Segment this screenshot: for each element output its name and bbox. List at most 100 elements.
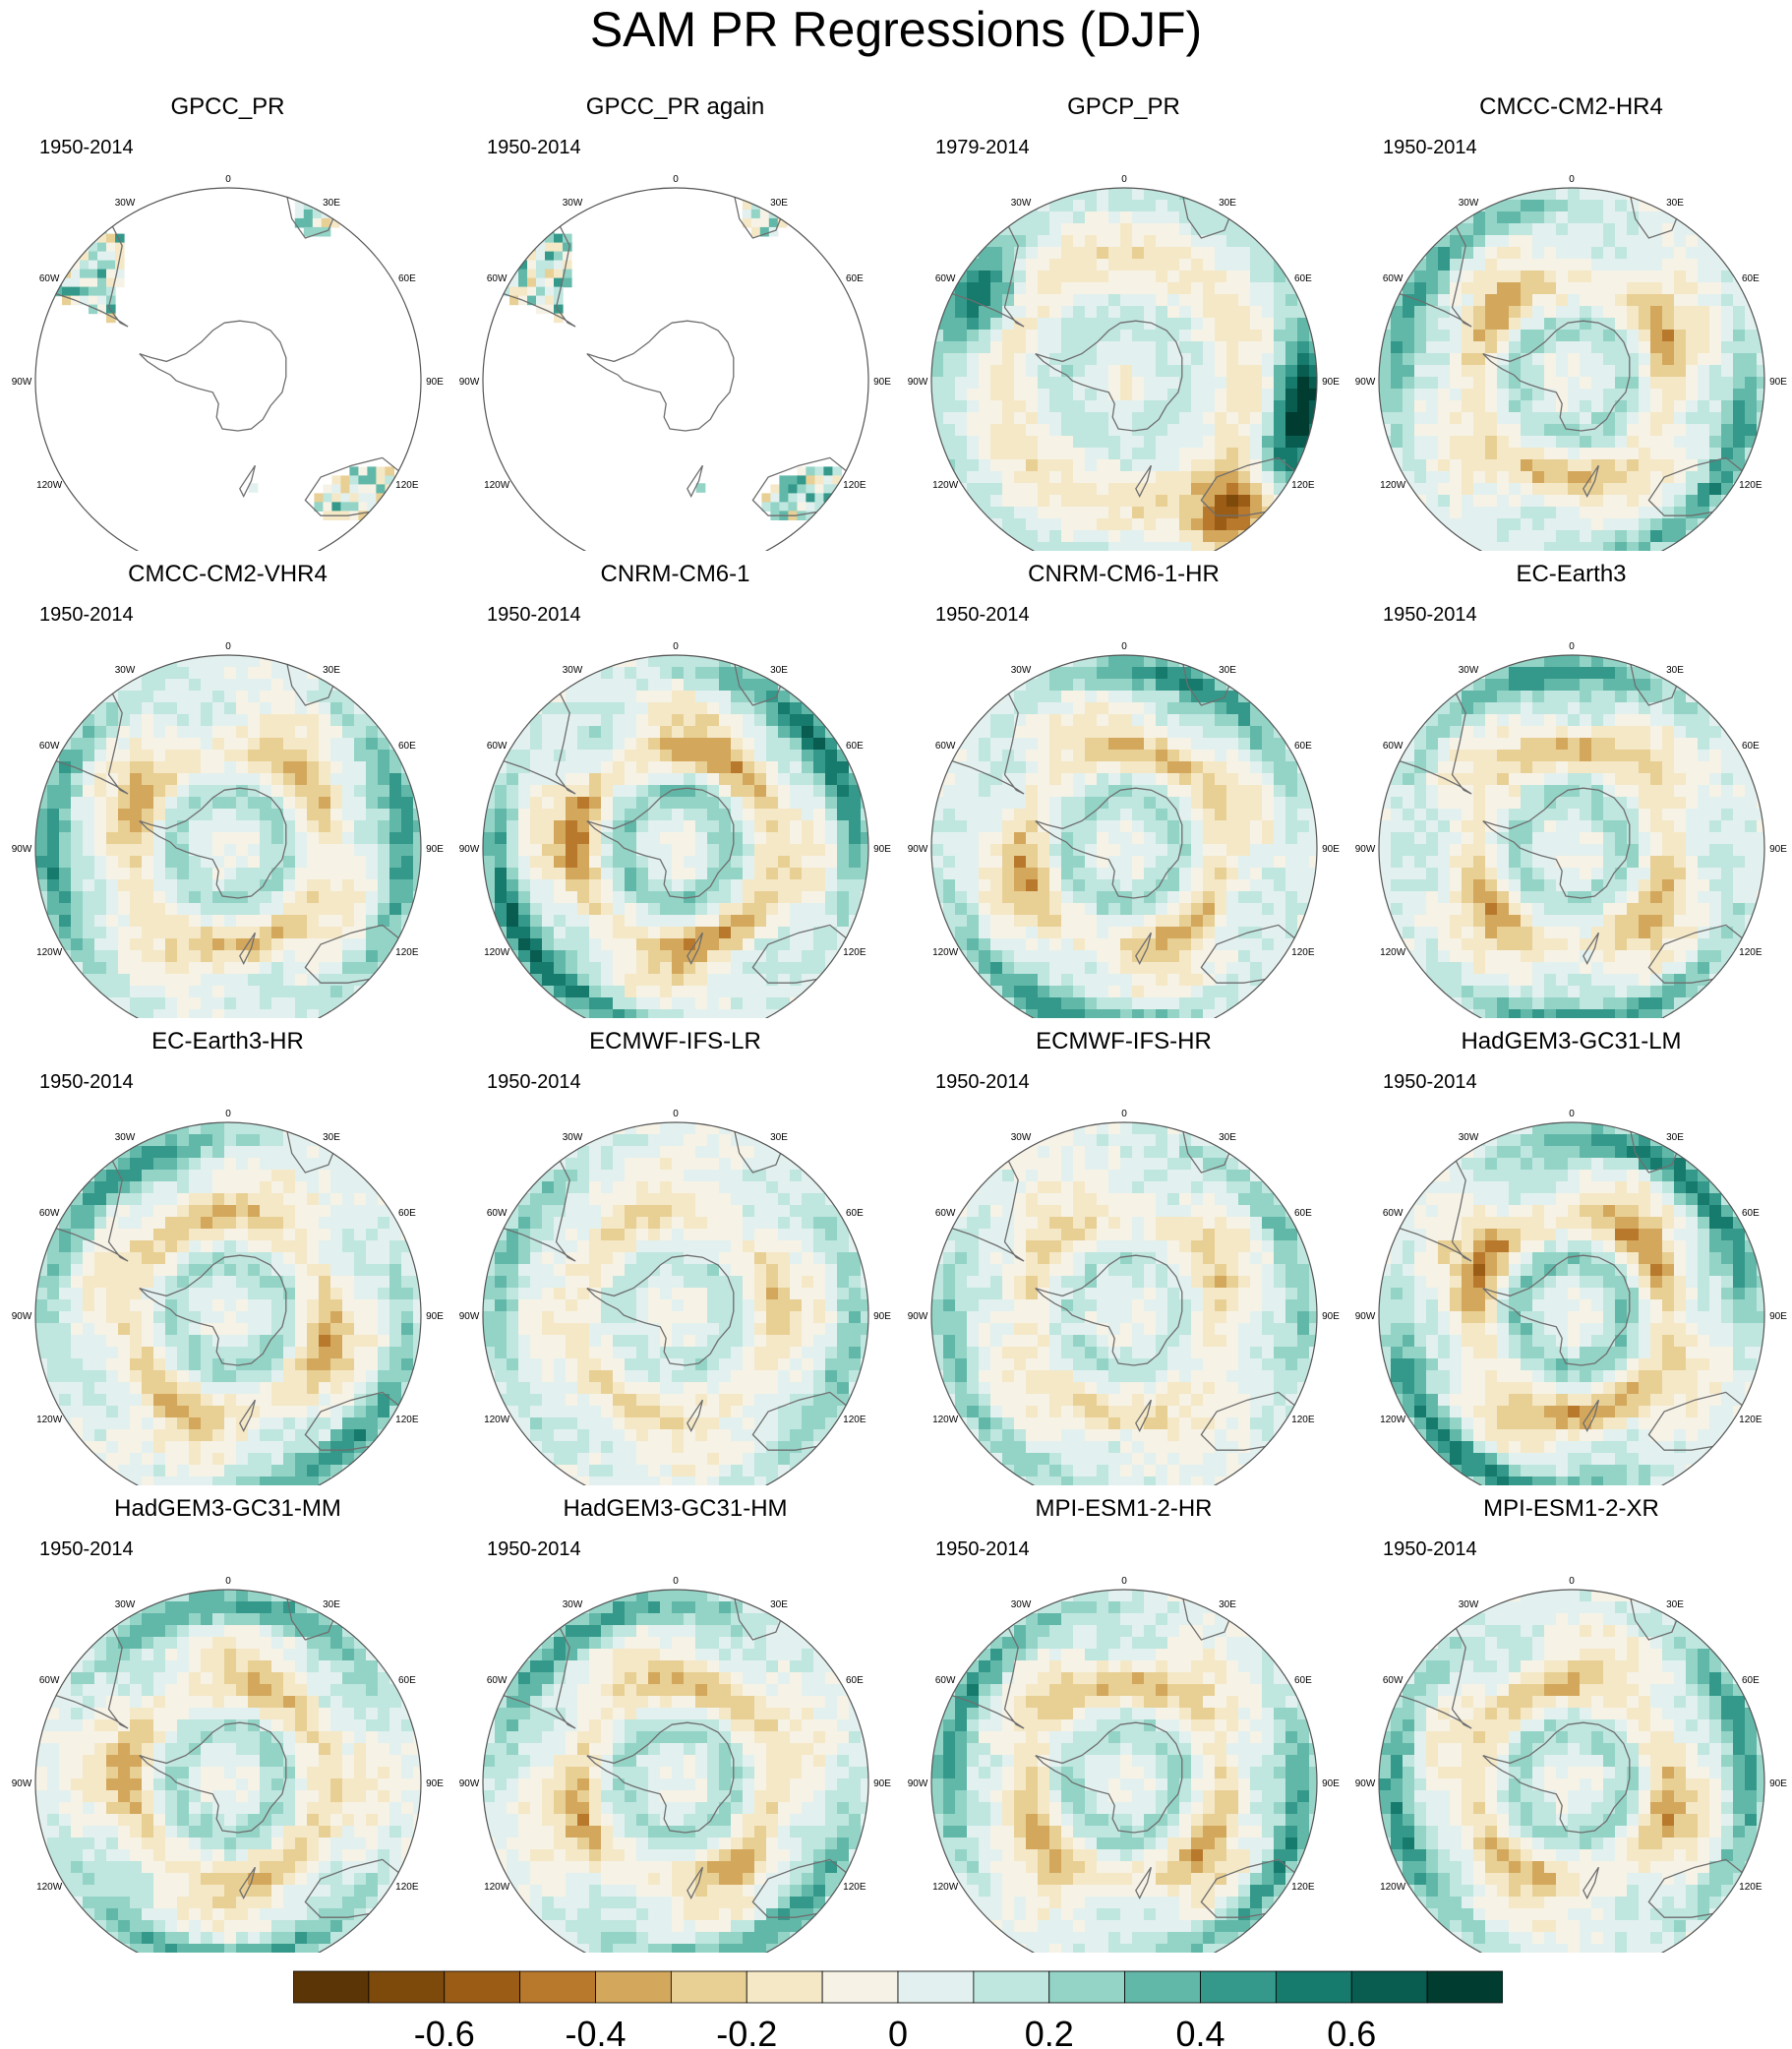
lon-label-0: 0	[225, 1109, 231, 1119]
africa-coastline	[1629, 1593, 1685, 1641]
map-border	[1378, 654, 1765, 1018]
polar-map: 018030E30W60E60W90E90W120E120W150E150W	[459, 1109, 891, 1485]
map-border	[34, 654, 422, 1018]
lon-label-30w: 30W	[1459, 1599, 1479, 1610]
figure-title: SAM PR Regressions (DJF)	[589, 2, 1203, 57]
panel-title: MPI-ESM1-2-HR	[1035, 1495, 1213, 1522]
new-zealand-coastline	[687, 1399, 704, 1433]
lon-label-30e: 30E	[323, 198, 340, 209]
africa-coastline	[733, 1125, 789, 1174]
map-panel: ECMWF-IFS-LR018030E30W60E60W90E90W120E12…	[451, 1018, 899, 1485]
panel-title: EC-Earth3	[1516, 561, 1627, 587]
south-america-coastline	[38, 1160, 129, 1262]
panel-period: 1950-2014	[1383, 137, 1477, 158]
south-america-coastline	[486, 1627, 576, 1729]
lon-label-30w: 30W	[563, 198, 583, 209]
lon-label-90w: 90W	[12, 1311, 32, 1322]
polar-map: 018030E30W60E60W90E90W120E120W150E150W	[459, 641, 891, 1018]
lon-label-120e: 120E	[395, 947, 419, 958]
panel-title: CNRM-CM6-1-HR	[1028, 561, 1220, 587]
lon-label-120w: 120W	[484, 1882, 510, 1893]
lon-label-120w: 120W	[1380, 947, 1406, 958]
map-panel: GPCC_PR018030E30W60E60W90E90W120E120W150…	[4, 84, 451, 551]
new-zealand-coastline	[1583, 464, 1600, 499]
lon-label-90w: 90W	[1355, 1778, 1376, 1789]
panel-title: GPCC_PR again	[585, 93, 765, 120]
panel-period: 1950-2014	[1383, 1538, 1477, 1560]
south-america-coastline	[38, 1627, 129, 1729]
map-border	[34, 187, 422, 551]
south-america-coastline	[38, 693, 129, 795]
panel-period: 1950-2014	[39, 1538, 134, 1560]
lon-label-60e: 60E	[1294, 1675, 1312, 1686]
new-zealand-coastline	[1135, 1399, 1153, 1433]
lon-label-60w: 60W	[935, 1675, 956, 1686]
lon-label-120w: 120W	[484, 947, 510, 958]
map-border	[1378, 1589, 1765, 1953]
lon-label-120w: 120W	[932, 1415, 959, 1425]
colorbar-swatch	[973, 1970, 1050, 2004]
lon-label-120e: 120E	[843, 1415, 866, 1425]
lon-label-30e: 30E	[770, 1132, 788, 1143]
panel-title: HadGEM3-GC31-LM	[1461, 1028, 1682, 1055]
south-america-coastline	[1382, 693, 1472, 795]
lon-label-90e: 90E	[1769, 844, 1787, 855]
colorbar-swatch	[1350, 1970, 1428, 2004]
lon-label-120e: 120E	[1291, 480, 1315, 491]
colorbar-swatch	[368, 1970, 446, 2004]
panel-title: ECMWF-IFS-HR	[1036, 1028, 1212, 1055]
lon-label-30w: 30W	[1459, 198, 1479, 209]
lon-label-30e: 30E	[770, 198, 788, 209]
lon-label-0: 0	[1569, 1576, 1575, 1587]
lon-label-30w: 30W	[563, 1132, 583, 1143]
lon-label-60w: 60W	[487, 741, 508, 752]
lon-label-120w: 120W	[1380, 1415, 1406, 1425]
panel-period: 1950-2014	[935, 1538, 1030, 1560]
colorbar-tick-label: 0.6	[1327, 2014, 1376, 2049]
antarctica-coastline	[1482, 320, 1631, 432]
field-layer	[35, 188, 421, 551]
field-layer	[483, 1122, 868, 1485]
new-zealand-coastline	[1583, 1399, 1600, 1433]
lon-label-90w: 90W	[908, 844, 928, 855]
map-panel: GPCP_PR018030E30W60E60W90E90W120E120W150…	[900, 84, 1347, 551]
lon-label-0: 0	[225, 174, 231, 185]
lon-label-90e: 90E	[1769, 377, 1787, 388]
lon-label-120w: 120W	[932, 1882, 959, 1893]
map-border	[930, 1589, 1318, 1953]
map-border	[1378, 187, 1765, 551]
lon-label-120e: 120E	[1739, 1882, 1762, 1893]
lon-label-30w: 30W	[1459, 665, 1479, 676]
lon-label-120e: 120E	[1291, 947, 1315, 958]
lon-label-60e: 60E	[398, 1675, 416, 1686]
africa-coastline	[285, 191, 341, 239]
antarctica-coastline	[586, 1254, 735, 1366]
panel-period: 1950-2014	[487, 604, 581, 626]
colorbar-swatch	[670, 1970, 747, 2004]
new-zealand-coastline	[239, 932, 257, 966]
colorbar-tick-label: -0.6	[414, 2014, 475, 2049]
antarctica-coastline	[139, 320, 287, 432]
lon-label-60e: 60E	[846, 1208, 864, 1219]
antarctica-coastline	[1482, 1254, 1631, 1366]
lon-label-90e: 90E	[1769, 1311, 1787, 1322]
colorbar-swatch	[821, 1970, 899, 2004]
polar-map: 018030E30W60E60W90E90W120E120W150E150W	[459, 174, 891, 551]
lon-label-120e: 120E	[843, 1882, 866, 1893]
new-zealand-coastline	[687, 1866, 704, 1900]
lon-label-0: 0	[1121, 641, 1127, 652]
field-layer	[1379, 655, 1764, 1018]
new-zealand-coastline	[1135, 1866, 1153, 1900]
polar-map: 018030E30W60E60W90E90W120E120W150E150W	[12, 1109, 444, 1485]
field-layer	[931, 1122, 1317, 1485]
lon-label-60e: 60E	[1294, 273, 1312, 284]
lon-label-90e: 90E	[873, 1778, 891, 1789]
field-layer	[483, 188, 868, 551]
colorbar-swatch	[1124, 1970, 1201, 2004]
colorbar-swatch	[1200, 1970, 1277, 2004]
lon-label-30w: 30W	[1011, 1132, 1032, 1143]
field-layer	[931, 655, 1317, 1018]
lon-label-0: 0	[225, 641, 231, 652]
lon-label-90e: 90E	[1322, 844, 1340, 855]
lon-label-60e: 60E	[1294, 1208, 1312, 1219]
